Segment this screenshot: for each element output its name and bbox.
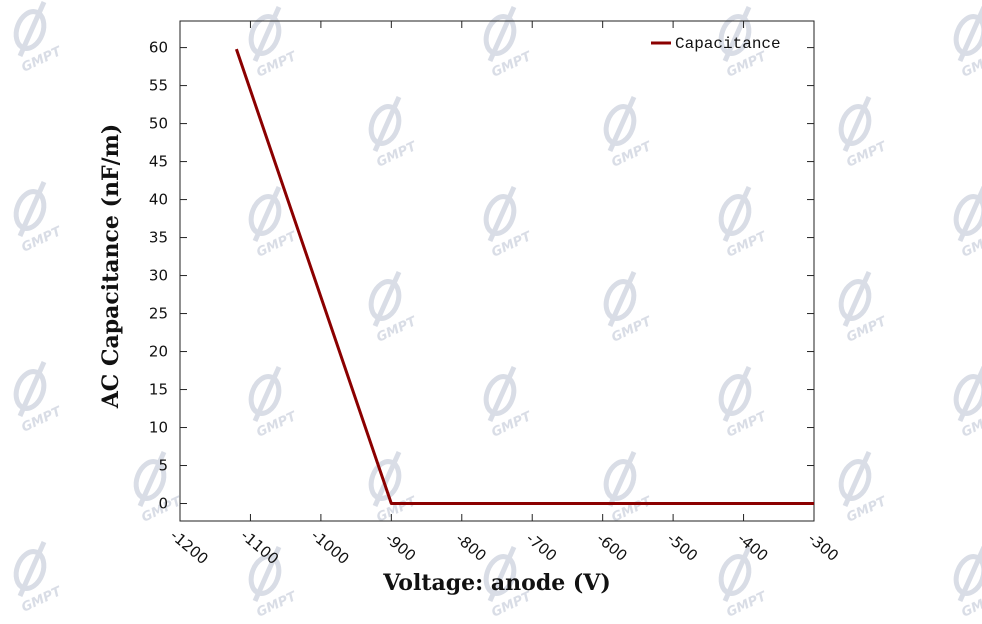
watermark: GMPT [838,450,890,526]
watermark: GMPT [248,5,300,81]
y-tick-label: 30 [149,267,168,285]
watermark-slash-icon [957,545,982,603]
y-tick-label: 40 [149,191,168,209]
watermark: GMPT [368,270,420,346]
watermark-slash-icon [372,270,402,328]
x-tick-label: -500 [663,529,701,565]
watermark-slash-icon [957,5,982,63]
y-axis-title: AC Capacitance (nF/m) [98,124,124,410]
watermark: GMPT [603,450,655,526]
y-tick-label: 5 [158,457,168,475]
watermark-slash-icon [17,540,47,598]
legend: Capacitance [651,35,781,53]
y-tick-label: 45 [149,153,168,171]
watermark-slash-icon [842,95,872,153]
x-tick-label: -1200 [167,526,212,568]
watermark: GMPT [953,5,982,81]
x-axis-title: Voltage: anode (V) [382,570,611,596]
watermark-slash-icon [607,450,637,508]
watermark: GMPT [838,270,890,346]
watermark: GMPT [953,365,982,441]
watermark: GMPT [603,270,655,346]
series-line-capacitance [234,48,814,505]
watermark-slash-icon [137,450,167,508]
watermark-slash-icon [252,185,282,243]
watermark: GMPT [483,185,535,261]
watermark-slash-icon [252,545,282,603]
watermark-slash-icon [607,270,637,328]
watermark-slash-icon [487,185,517,243]
y-tick-label: 15 [149,381,168,399]
watermark-slash-icon [17,180,47,238]
x-tick-label: -800 [452,529,490,565]
x-tick-label: -600 [593,529,631,565]
watermark: GMPT [483,365,535,441]
x-tick-label: -700 [523,529,561,565]
watermark: GMPT [953,545,982,621]
watermark: GMPT [953,185,982,261]
legend-label: Capacitance [675,35,781,53]
plot-area-frame [179,20,815,522]
watermark-slash-icon [722,5,752,63]
watermark: GMPT [13,360,65,436]
x-tick-label: -900 [382,529,420,565]
watermark-slash-icon [487,545,517,603]
watermark-slash-icon [487,5,517,63]
watermark: GMPT [483,5,535,81]
watermark: GMPT [248,185,300,261]
y-tick-label: 20 [149,343,168,361]
watermark-slash-icon [722,365,752,423]
watermark: GMPT [838,95,890,171]
x-tick-label: -400 [734,529,772,565]
watermark: GMPT [13,0,65,76]
watermark-slash-icon [372,95,402,153]
watermark-slash-icon [487,365,517,423]
watermark: GMPT [603,95,655,171]
watermark-slash-icon [17,360,47,418]
watermark: GMPT [368,95,420,171]
y-tick-label: 60 [149,39,168,57]
watermark-slash-icon [17,0,47,58]
y-tick-label: 25 [149,305,168,323]
y-tick-label: 35 [149,229,168,247]
watermark: GMPT [13,180,65,256]
y-tick-label: 0 [158,495,168,513]
watermark: GMPT [718,185,770,261]
watermark-slash-icon [957,365,982,423]
watermark-slash-icon [607,95,637,153]
watermark: GMPT [368,450,420,526]
watermark-slash-icon [842,450,872,508]
x-axis: -1200 -1100 -1000 -900 -800 -700 -600 -500 -400-… [167,21,842,568]
watermark-slash-icon [722,545,752,603]
watermark-slash-icon [372,450,402,508]
watermark-slash-icon [252,5,282,63]
x-tick-label: -1000 [308,526,353,568]
watermark: GMPT [718,365,770,441]
watermark-slash-icon [252,365,282,423]
y-tick-label: 50 [149,115,168,133]
x-tick-label: -300 [804,529,842,565]
y-tick-label: 10 [149,419,168,437]
y-tick-label: 55 [149,77,168,95]
watermark: GMPT [248,365,300,441]
watermark-slash-icon [842,270,872,328]
watermark-slash-icon [957,185,982,243]
watermark: GMPT [13,540,65,616]
watermark-slash-icon [722,185,752,243]
y-axis: 0 5 10 15 20 25 30 35 40 45 50 55 60 [149,39,814,513]
series-layer [234,48,814,505]
